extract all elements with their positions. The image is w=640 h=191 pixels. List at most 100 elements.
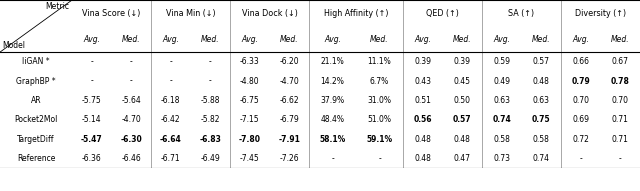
Text: 0.48: 0.48 (454, 135, 471, 144)
Text: 0.63: 0.63 (532, 96, 550, 105)
Text: Avg.: Avg. (414, 35, 431, 44)
Text: 6.7%: 6.7% (370, 77, 389, 86)
Text: Med.: Med. (280, 35, 299, 44)
Text: -7.15: -7.15 (240, 115, 260, 124)
Text: 0.71: 0.71 (612, 135, 628, 144)
Text: -: - (130, 57, 132, 66)
Text: -7.26: -7.26 (280, 154, 299, 163)
Text: Med.: Med. (532, 35, 550, 44)
Text: 0.48: 0.48 (533, 77, 550, 86)
Text: 0.57: 0.57 (532, 57, 550, 66)
Text: -: - (209, 57, 212, 66)
Text: 0.39: 0.39 (454, 57, 471, 66)
Text: -: - (331, 154, 334, 163)
Text: -: - (130, 77, 132, 86)
Text: 0.50: 0.50 (454, 96, 471, 105)
Text: Metric: Metric (45, 2, 69, 11)
Text: liGAN *: liGAN * (22, 57, 50, 66)
Text: SA (↑): SA (↑) (508, 9, 534, 18)
Text: 0.69: 0.69 (572, 115, 589, 124)
Text: 48.4%: 48.4% (321, 115, 344, 124)
Text: TargetDiff: TargetDiff (17, 135, 55, 144)
Text: 0.45: 0.45 (454, 77, 471, 86)
Text: -7.80: -7.80 (239, 135, 260, 144)
Text: 0.70: 0.70 (612, 96, 628, 105)
Text: Avg.: Avg. (572, 35, 589, 44)
Text: Avg.: Avg. (493, 35, 510, 44)
Text: 31.0%: 31.0% (367, 96, 392, 105)
Text: 0.72: 0.72 (572, 135, 589, 144)
Text: 0.74: 0.74 (492, 115, 511, 124)
Text: -7.45: -7.45 (240, 154, 260, 163)
Text: 0.71: 0.71 (612, 115, 628, 124)
Text: Pocket2Mol: Pocket2Mol (14, 115, 58, 124)
Text: -: - (619, 154, 621, 163)
Text: -: - (579, 154, 582, 163)
Text: 0.66: 0.66 (572, 57, 589, 66)
Text: -: - (90, 77, 93, 86)
Text: 21.1%: 21.1% (321, 57, 344, 66)
Text: -6.83: -6.83 (200, 135, 221, 144)
Text: -6.71: -6.71 (161, 154, 180, 163)
Text: -6.33: -6.33 (240, 57, 260, 66)
Text: 11.1%: 11.1% (367, 57, 392, 66)
Text: 0.43: 0.43 (414, 77, 431, 86)
Text: 0.47: 0.47 (454, 154, 471, 163)
Text: -4.70: -4.70 (122, 115, 141, 124)
Text: 14.2%: 14.2% (321, 77, 344, 86)
Text: 0.70: 0.70 (572, 96, 589, 105)
Text: 0.63: 0.63 (493, 96, 510, 105)
Text: 0.56: 0.56 (413, 115, 432, 124)
Text: 0.74: 0.74 (532, 154, 550, 163)
Text: -6.46: -6.46 (122, 154, 141, 163)
Text: 0.49: 0.49 (493, 77, 510, 86)
Text: High Affinity (↑): High Affinity (↑) (324, 9, 388, 18)
Text: Vina Score (↓): Vina Score (↓) (83, 9, 141, 18)
Text: -4.70: -4.70 (280, 77, 299, 86)
Text: -: - (209, 77, 212, 86)
Text: GraphBP *: GraphBP * (16, 77, 56, 86)
Text: AR: AR (31, 96, 42, 105)
Text: Diversity (↑): Diversity (↑) (575, 9, 626, 18)
Text: -6.42: -6.42 (161, 115, 180, 124)
Text: Vina Min (↓): Vina Min (↓) (166, 9, 216, 18)
Text: -: - (170, 57, 172, 66)
Text: 0.59: 0.59 (493, 57, 510, 66)
Text: -6.79: -6.79 (280, 115, 299, 124)
Text: 0.73: 0.73 (493, 154, 510, 163)
Text: -: - (170, 77, 172, 86)
Text: -6.64: -6.64 (160, 135, 182, 144)
Text: -5.82: -5.82 (200, 115, 220, 124)
Text: Avg.: Avg. (324, 35, 341, 44)
Text: 0.79: 0.79 (572, 77, 590, 86)
Text: 0.58: 0.58 (493, 135, 510, 144)
Text: -5.47: -5.47 (81, 135, 102, 144)
Text: -6.36: -6.36 (82, 154, 102, 163)
Text: 0.51: 0.51 (414, 96, 431, 105)
Text: Med.: Med. (611, 35, 630, 44)
Text: 0.39: 0.39 (414, 57, 431, 66)
Text: -6.49: -6.49 (200, 154, 220, 163)
Text: Med.: Med. (201, 35, 220, 44)
Text: Med.: Med. (370, 35, 389, 44)
Text: -5.64: -5.64 (122, 96, 141, 105)
Text: Med.: Med. (453, 35, 472, 44)
Text: Reference: Reference (17, 154, 55, 163)
Text: 0.75: 0.75 (532, 115, 550, 124)
Text: 0.58: 0.58 (533, 135, 550, 144)
Text: Model: Model (2, 41, 25, 50)
Text: 58.1%: 58.1% (319, 135, 346, 144)
Text: Vina Dock (↓): Vina Dock (↓) (242, 9, 298, 18)
Text: 0.78: 0.78 (611, 77, 630, 86)
Text: 0.48: 0.48 (414, 135, 431, 144)
Text: 51.0%: 51.0% (367, 115, 392, 124)
Text: 0.67: 0.67 (612, 57, 628, 66)
Text: -5.14: -5.14 (82, 115, 102, 124)
Text: -: - (378, 154, 381, 163)
Text: -5.75: -5.75 (82, 96, 102, 105)
Text: -5.88: -5.88 (200, 96, 220, 105)
Text: -: - (90, 57, 93, 66)
Text: Avg.: Avg. (163, 35, 179, 44)
Text: -6.30: -6.30 (120, 135, 142, 144)
Text: -6.20: -6.20 (280, 57, 299, 66)
